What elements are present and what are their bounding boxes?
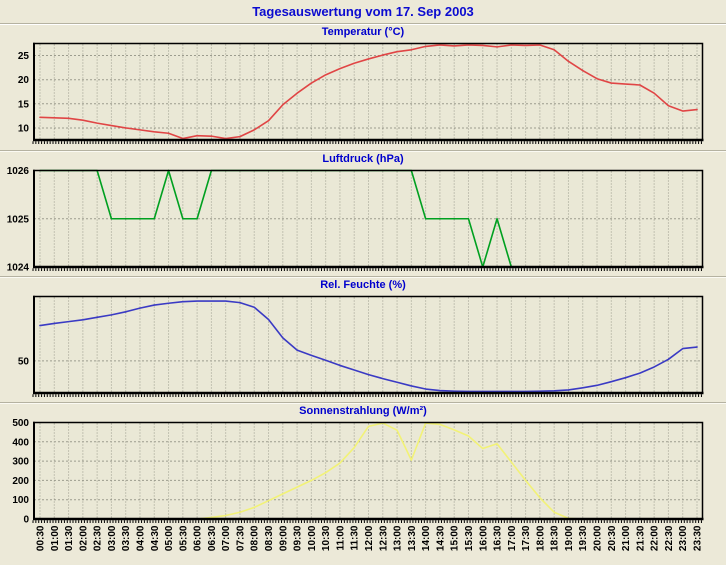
humidity-frame [33, 295, 704, 393]
time-tick-label: 02:30 [93, 525, 104, 551]
time-tick-label: 17:30 [521, 525, 532, 551]
temperature-section: Temperatur (°C) 10 15 20 25 [0, 24, 726, 150]
humidity-chart: 50 [18, 295, 704, 397]
solar-radiation-minor-ticks [32, 520, 702, 523]
solar-radiation-chart-title: Sonnenstrahlung (W/m²) [299, 405, 427, 417]
time-tick-label: 00:30 [36, 525, 47, 551]
time-tick-label: 04:00 [135, 525, 146, 551]
time-tick-label: 23:00 [678, 525, 689, 551]
time-tick-label: 17:00 [507, 525, 518, 551]
time-tick-label: 01:30 [64, 525, 75, 551]
time-axis-labels: 00:30 01:00 01:30 02:00 02:30 03:00 03:30 04:00… [36, 525, 704, 551]
pressure-chart-title: Luftdruck (hPa) [322, 153, 404, 165]
temperature-series-line [39, 44, 698, 140]
time-tick-label: 23:30 [693, 525, 704, 551]
time-tick-label: 16:30 [493, 525, 504, 551]
humidity-plot-area [33, 296, 703, 394]
time-tick-label: 08:30 [264, 525, 275, 551]
temperature-y-tick-label: 15 [18, 99, 30, 110]
time-tick-label: 07:00 [221, 525, 232, 551]
humidity-y-tick-label: 50 [18, 356, 30, 367]
time-tick-label: 11:30 [350, 525, 361, 550]
solar-radiation-y-tick-label: 200 [12, 476, 29, 487]
time-tick-label: 05:30 [178, 525, 189, 551]
solar-radiation-y-axis-labels: 0 100 200 300 400 500 [12, 418, 29, 526]
humidity-series-line [39, 300, 698, 393]
solar-radiation-y-tick-label: 0 [23, 515, 29, 526]
pressure-y-axis-labels: 1024 1025 1026 [7, 166, 30, 274]
pressure-section: Luftdruck (hPa) 1024 1025 1026 [0, 150, 726, 276]
temperature-horizontal-grid [34, 55, 702, 129]
time-tick-label: 03:30 [121, 525, 132, 551]
pressure-minor-ticks [32, 268, 702, 271]
time-tick-label: 18:00 [535, 525, 546, 551]
solar-radiation-y-tick-label: 300 [12, 457, 29, 468]
time-tick-label: 14:30 [435, 525, 446, 551]
temperature-chart-title: Temperatur (°C) [321, 26, 405, 38]
time-tick-label: 07:30 [235, 525, 246, 551]
temperature-chart: 10 15 20 25 [18, 42, 704, 144]
time-tick-label: 10:30 [321, 525, 332, 551]
solar-radiation-y-tick-label: 400 [12, 437, 29, 448]
solar-radiation-y-tick-label: 100 [12, 495, 29, 506]
time-tick-label: 19:00 [564, 525, 575, 551]
solar-radiation-y-tick-label: 500 [12, 418, 29, 429]
time-tick-label: 13:30 [407, 525, 418, 551]
time-tick-label: 13:00 [393, 525, 404, 551]
time-tick-label: 19:30 [578, 525, 589, 551]
time-tick-label: 06:00 [193, 525, 204, 551]
time-tick-label: 02:00 [78, 525, 89, 551]
pressure-y-tick-label: 1024 [7, 263, 30, 274]
time-tick-label: 04:30 [150, 525, 161, 551]
humidity-minor-ticks [32, 394, 702, 397]
temperature-y-tick-label: 10 [18, 123, 30, 134]
time-tick-label: 21:30 [635, 525, 646, 551]
time-tick-label: 15:30 [464, 525, 475, 551]
temperature-frame [33, 42, 704, 140]
time-tick-label: 12:00 [364, 525, 375, 551]
time-tick-label: 14:00 [421, 525, 432, 551]
solar-radiation-chart: 0 100 200 300 400 500 00:30 01:00 01:30 02:00 02:3… [12, 418, 704, 551]
page-title: Tagesauswertung vom 17. Sep 2003 [0, 0, 726, 24]
time-tick-label: 10:00 [307, 525, 318, 551]
pressure-y-tick-label: 1025 [7, 214, 30, 225]
humidity-section: Rel. Feuchte (%) 50 [0, 276, 726, 402]
time-tick-label: 09:30 [293, 525, 304, 551]
time-tick-label: 15:00 [450, 525, 461, 551]
time-tick-label: 22:00 [650, 525, 661, 551]
time-tick-label: 22:30 [664, 525, 675, 551]
pressure-y-tick-label: 1026 [7, 166, 30, 177]
time-tick-label: 18:30 [550, 525, 561, 551]
temperature-minor-ticks [32, 141, 702, 144]
solar-radiation-frame [33, 421, 704, 519]
temperature-y-tick-label: 20 [18, 75, 30, 86]
time-tick-label: 05:00 [164, 525, 175, 551]
humidity-y-axis-labels: 50 [18, 356, 30, 367]
pressure-chart: 1024 1025 1026 [7, 166, 704, 274]
time-tick-label: 20:00 [593, 525, 604, 551]
time-tick-label: 03:00 [107, 525, 118, 551]
time-tick-label: 06:30 [207, 525, 218, 551]
pressure-frame [33, 169, 704, 267]
time-tick-label: 20:30 [607, 525, 618, 551]
time-tick-label: 21:00 [621, 525, 632, 551]
solar-radiation-section: Sonnenstrahlung (W/m²) 0 100 200 300 400 500 0… [0, 402, 726, 564]
temperature-y-tick-label: 25 [18, 51, 30, 62]
time-tick-label: 11:00 [335, 525, 346, 550]
time-tick-label: 12:30 [378, 525, 389, 551]
humidity-chart-title: Rel. Feuchte (%) [320, 279, 406, 291]
temperature-y-axis-labels: 10 15 20 25 [18, 51, 30, 134]
time-tick-label: 09:00 [278, 525, 289, 551]
time-tick-label: 01:00 [50, 525, 61, 551]
solar-radiation-plot-area [33, 422, 703, 520]
time-tick-label: 16:00 [478, 525, 489, 551]
time-tick-label: 08:00 [250, 525, 261, 551]
